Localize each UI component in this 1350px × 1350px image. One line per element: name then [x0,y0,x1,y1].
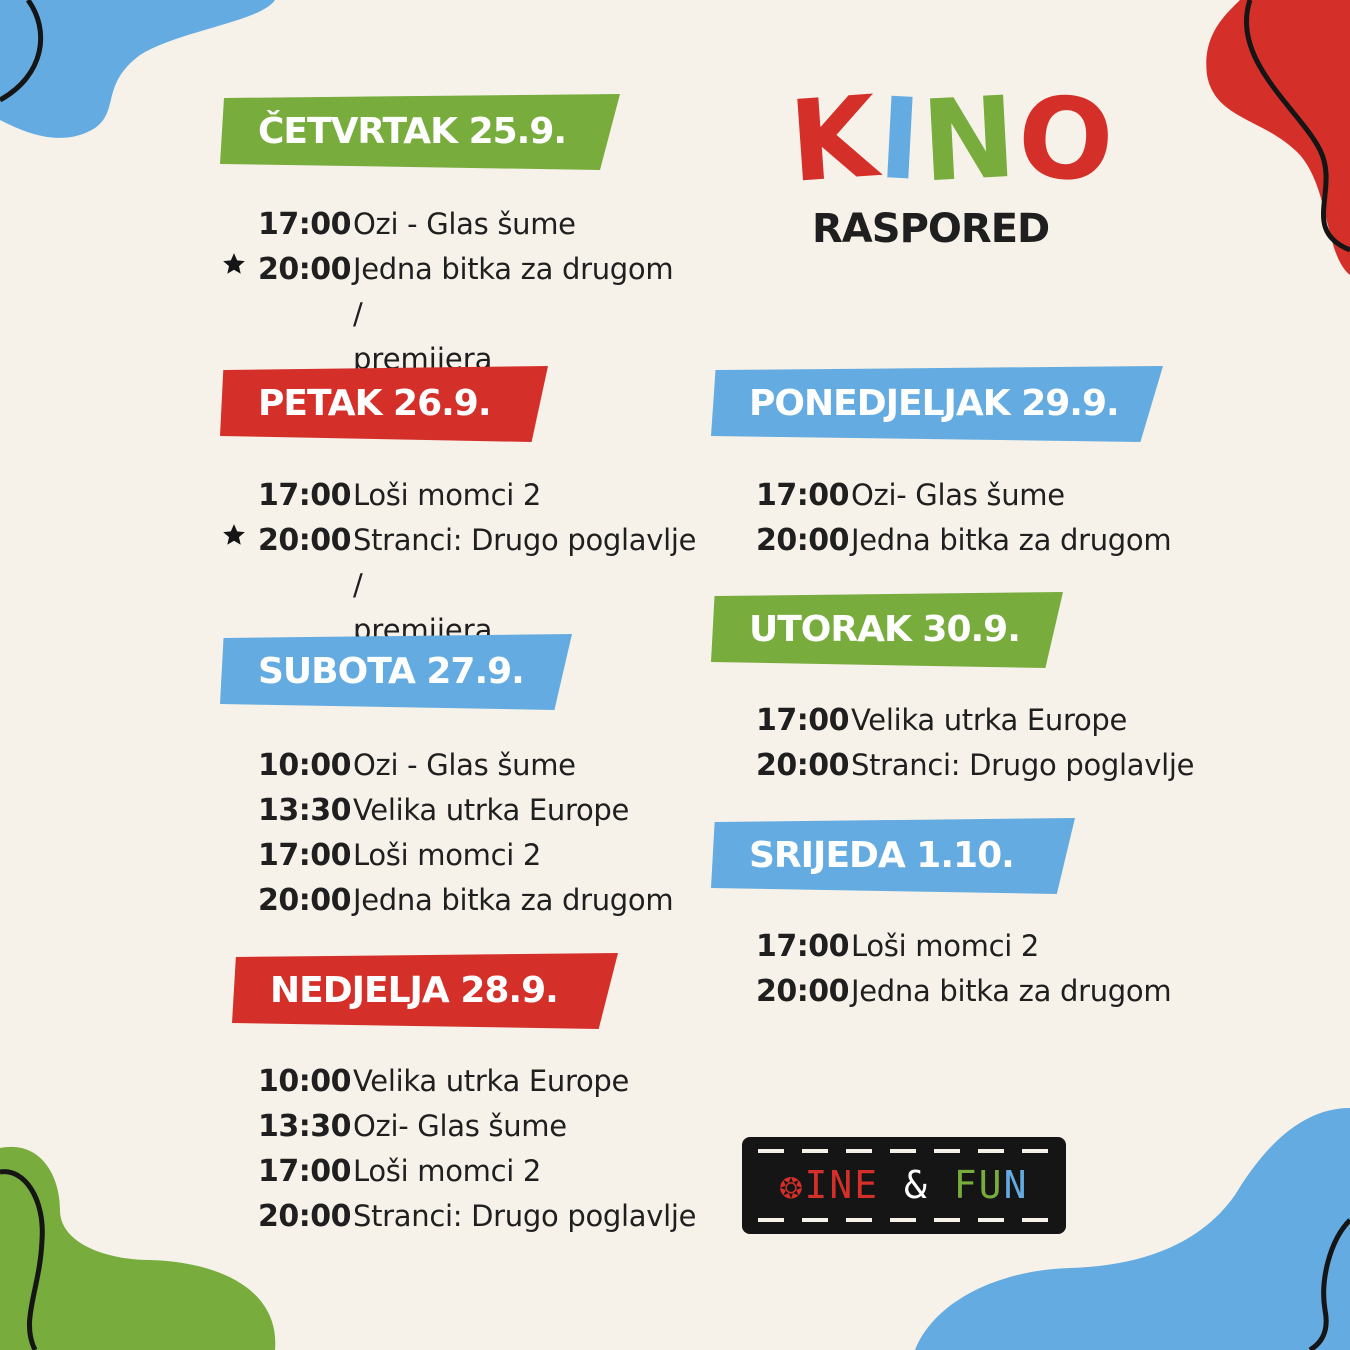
movie-title: Ozi- Glas šume [353,1109,567,1143]
screening-time: 20:00 [258,523,352,558]
film-reel-icon: ❂ [779,1163,805,1207]
movie-title: Jedna bitka za drugom [353,883,674,917]
banner-shape [711,366,1163,442]
screening-time: 17:00 [756,929,850,964]
screening-time: 17:00 [756,478,850,513]
day-label: PONEDJELJAK 29.9. [749,383,1120,424]
film-strip-bottom [758,1218,1050,1222]
movie-title: Ozi - Glas šume [353,207,576,241]
screening-time: 17:00 [258,478,352,513]
day-label: NEDJELJA 28.9. [270,970,559,1011]
logo-letters: INE & FUN [804,1163,1028,1207]
screening-time: 20:00 [756,523,850,558]
blob-top-right [1206,0,1350,275]
movie-title: Loši momci 2 [353,838,542,872]
blob-bottom-right-line [1308,1218,1350,1350]
screening-time: 20:00 [756,748,850,783]
banner-shape [711,592,1063,668]
blob-top-left [0,0,275,138]
day-banner: UTORAK 30.9. [711,592,1063,668]
day-banner: SRIJEDA 1.10. [711,818,1075,894]
screening-time: 13:30 [258,793,352,828]
day-banner: PETAK 26.9. [220,366,548,442]
movie-title: Velika utrka Europe [353,1064,630,1098]
movie-title: Loši momci 2 [353,1154,542,1188]
day-banner: ČETVRTAK 25.9. [220,94,620,170]
screening-time: 10:00 [258,748,352,783]
kino-letter-n: N [919,72,1022,208]
film-strip-top [758,1149,1050,1153]
movie-title: Ozi- Glas šume [851,478,1065,512]
movie-title: Jedna bitka za drugom [353,252,674,286]
day-label: ČETVRTAK 25.9. [258,111,567,152]
star-icon [221,251,247,277]
kino-letter-o: O [1013,71,1120,209]
movie-title: Jedna bitka za drugom [851,523,1172,557]
blob-bottom-left [0,1146,276,1350]
screening-time: 20:00 [258,1199,352,1234]
logo-wordmark: INE & FUN [804,1163,1029,1207]
movie-title: Stranci: Drugo poglavlje [851,748,1195,782]
movie-title: Velika utrka Europe [353,793,630,827]
blob-top-right-line [1244,0,1350,253]
screening-time: 20:00 [258,252,352,287]
kino-letter-i: I [875,73,926,207]
blob-top-left-line [0,0,44,103]
screening-time: 20:00 [258,883,352,918]
banner-shape [232,953,618,1029]
banner-shape [220,634,572,710]
screening-time: 20:00 [756,974,850,1009]
star-icon [221,522,247,548]
screening-time: 17:00 [258,838,352,873]
day-label: UTORAK 30.9. [749,609,1021,650]
day-label: PETAK 26.9. [258,383,492,424]
day-banner: PONEDJELJAK 29.9. [711,366,1163,442]
logo-text: ❂INE & FUN [742,1163,1066,1207]
blob-bottom-right [915,1108,1350,1350]
screening-time: 17:00 [258,207,352,242]
movie-title: Loši momci 2 [851,929,1040,963]
movie-title: Jedna bitka za drugom [851,974,1172,1008]
day-banner: SUBOTA 27.9. [220,634,572,710]
screening-time: 13:30 [258,1109,352,1144]
kino-title: KINO [786,72,1120,208]
banner-shape [711,818,1075,894]
movie-title: Stranci: Drugo poglavlje [353,1199,697,1233]
raspored-subtitle: RASPORED [812,206,1050,252]
day-label: SRIJEDA 1.10. [749,835,1015,876]
movie-title: Stranci: Drugo poglavlje [353,523,697,557]
blob-bottom-left-line [0,1169,45,1350]
screening-time: 17:00 [258,1154,352,1189]
cine-and-fun-logo: ❂INE & FUN [742,1137,1066,1234]
movie-title: Loši momci 2 [353,478,542,512]
kino-letter-k: K [785,72,884,208]
banner-shape [220,366,548,442]
screening-time: 10:00 [258,1064,352,1099]
screening-time: 17:00 [756,703,850,738]
banner-shape [220,94,620,170]
movie-title: Velika utrka Europe [851,703,1128,737]
day-banner: NEDJELJA 28.9. [232,953,618,1029]
movie-title: Ozi - Glas šume [353,748,576,782]
day-label: SUBOTA 27.9. [258,651,525,692]
